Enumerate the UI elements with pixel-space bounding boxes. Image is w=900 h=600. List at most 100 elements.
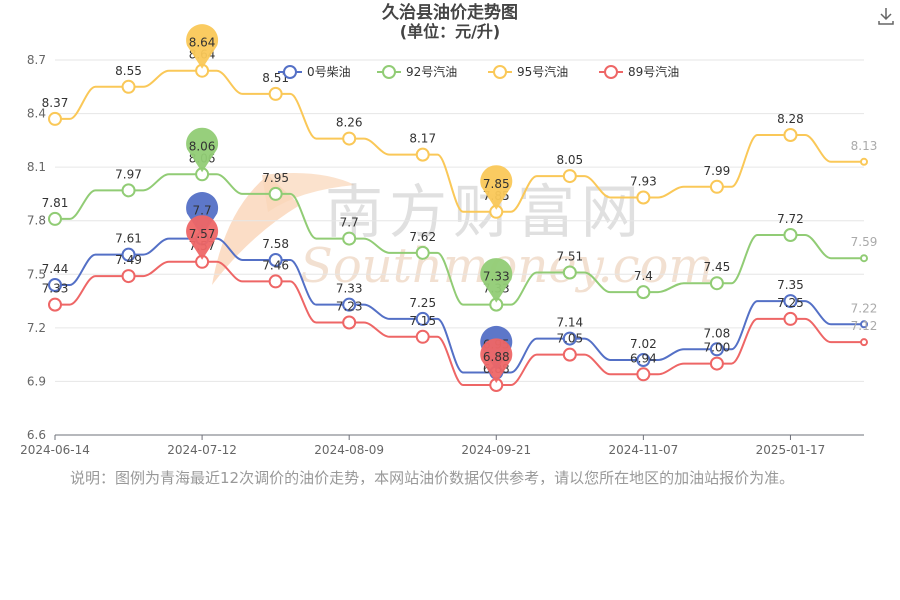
watermark-logo-shape	[212, 172, 355, 285]
data-point[interactable]	[268, 86, 283, 101]
mark-label: 6.88	[483, 350, 510, 364]
legend-item-0[interactable]: 0号柴油	[278, 65, 351, 79]
mark-points: 7.76.958.067.338.647.857.576.88	[186, 24, 513, 383]
data-point[interactable]	[48, 297, 62, 312]
x-tick-label: 2024-06-14	[20, 443, 90, 457]
data-label: 7.22	[851, 301, 878, 315]
data-label: 7.58	[262, 237, 289, 251]
data-label: 7.23	[336, 300, 363, 314]
data-point[interactable]	[709, 179, 724, 194]
data-label: 7.00	[704, 341, 731, 355]
data-label: 7.46	[262, 258, 289, 272]
data-point[interactable]	[415, 329, 430, 344]
y-tick-label: 7.8	[27, 214, 46, 228]
data-label: 7.51	[556, 250, 583, 264]
data-point[interactable]	[636, 367, 651, 382]
x-tick-label: 2024-11-07	[608, 443, 678, 457]
legend-symbol	[604, 65, 618, 79]
data-point[interactable]	[562, 331, 577, 346]
x-tick-label: 2024-08-09	[314, 443, 384, 457]
mark-pin	[480, 165, 513, 210]
data-point[interactable]	[268, 274, 283, 289]
mark-pin	[186, 127, 219, 173]
data-label: 8.37	[42, 96, 69, 110]
data-label: 8.17	[409, 132, 436, 146]
data-label: 8.26	[336, 116, 363, 130]
legend-label: 95号汽油	[517, 64, 568, 79]
data-point[interactable]	[783, 228, 798, 242]
data-point[interactable]	[415, 245, 430, 260]
data-point[interactable]	[342, 231, 357, 246]
y-tick-label: 7.5	[27, 267, 46, 281]
data-point[interactable]	[860, 320, 868, 329]
data-label: 7.35	[777, 278, 804, 292]
axes: 6.6 6.9 7.2 7.5 7.8 8.1 8.4 8.7 2024-06-14 2024-0…	[20, 53, 864, 457]
data-point[interactable]	[268, 186, 283, 201]
data-point[interactable]	[860, 157, 868, 166]
data-point[interactable]	[636, 285, 651, 300]
mark-pin	[186, 24, 219, 69]
mark-point: 8.06	[186, 127, 219, 173]
legend-symbol	[283, 65, 297, 79]
data-point[interactable]	[121, 79, 136, 94]
data-point[interactable]	[562, 169, 577, 184]
data-label: 7.05	[556, 332, 583, 346]
legend: 0号柴油 92号汽油 95号汽油 89号汽油	[278, 64, 679, 79]
legend-item-1[interactable]: 92号汽油	[377, 64, 457, 79]
y-tick-label: 6.6	[27, 428, 46, 442]
mark-point: 7.7	[186, 192, 219, 237]
chart-subtitle: (单位：元/升)	[399, 22, 501, 41]
download-icon[interactable]	[876, 6, 896, 26]
data-label: 7.7	[340, 216, 359, 230]
data-point[interactable]	[48, 211, 62, 226]
data-label: 8.55	[115, 64, 142, 78]
data-point[interactable]	[783, 128, 798, 142]
data-point[interactable]	[268, 253, 283, 267]
data-label: 7.25	[409, 296, 436, 310]
mark-point: 7.57	[186, 215, 219, 260]
data-label: 7.25	[777, 296, 804, 310]
data-point[interactable]	[709, 276, 724, 291]
footnote: 说明：图例为青海最近12次调价的油价走势，本网站油价数据仅供参考，请以您所在地区…	[70, 469, 795, 487]
data-point[interactable]	[562, 265, 577, 280]
data-point[interactable]	[783, 294, 798, 309]
data-label: 7.12	[851, 319, 878, 333]
data-point[interactable]	[342, 297, 357, 312]
data-label: 7.14	[556, 316, 583, 330]
data-point[interactable]	[709, 356, 724, 371]
data-label: 6.94	[630, 351, 657, 365]
data-label: 7.62	[409, 230, 436, 244]
mark-point: 6.88	[480, 338, 513, 383]
data-point[interactable]	[636, 190, 651, 205]
legend-item-3[interactable]: 89号汽油	[599, 64, 679, 79]
data-point[interactable]	[415, 311, 430, 326]
data-point[interactable]	[121, 183, 136, 198]
x-tick-label: 2024-09-21	[461, 443, 531, 457]
y-tick-label: 8.7	[27, 53, 46, 67]
data-point[interactable]	[636, 353, 651, 367]
y-tick-label: 6.9	[27, 374, 46, 388]
data-point[interactable]	[562, 347, 577, 362]
legend-label: 0号柴油	[307, 65, 351, 79]
data-point[interactable]	[48, 111, 62, 126]
legend-symbol	[382, 65, 396, 79]
data-point[interactable]	[342, 131, 357, 146]
data-label: 7.44	[42, 262, 69, 276]
data-point[interactable]	[121, 247, 136, 262]
legend-item-2[interactable]: 95号汽油	[488, 64, 568, 79]
legend-symbol	[493, 65, 507, 79]
data-label: 7.08	[704, 326, 731, 340]
data-point[interactable]	[709, 342, 724, 357]
data-point[interactable]	[48, 278, 62, 292]
data-point[interactable]	[783, 311, 798, 326]
data-point[interactable]	[121, 269, 136, 284]
data-label: 7.4	[634, 269, 653, 283]
data-point[interactable]	[860, 254, 868, 263]
data-label: 7.95	[262, 171, 289, 185]
data-point[interactable]	[860, 338, 868, 347]
data-label: 8.51	[262, 71, 289, 85]
data-label: 7.49	[115, 253, 142, 267]
data-point[interactable]	[342, 315, 357, 330]
mark-point: 7.85	[480, 165, 513, 210]
data-point[interactable]	[415, 147, 430, 162]
